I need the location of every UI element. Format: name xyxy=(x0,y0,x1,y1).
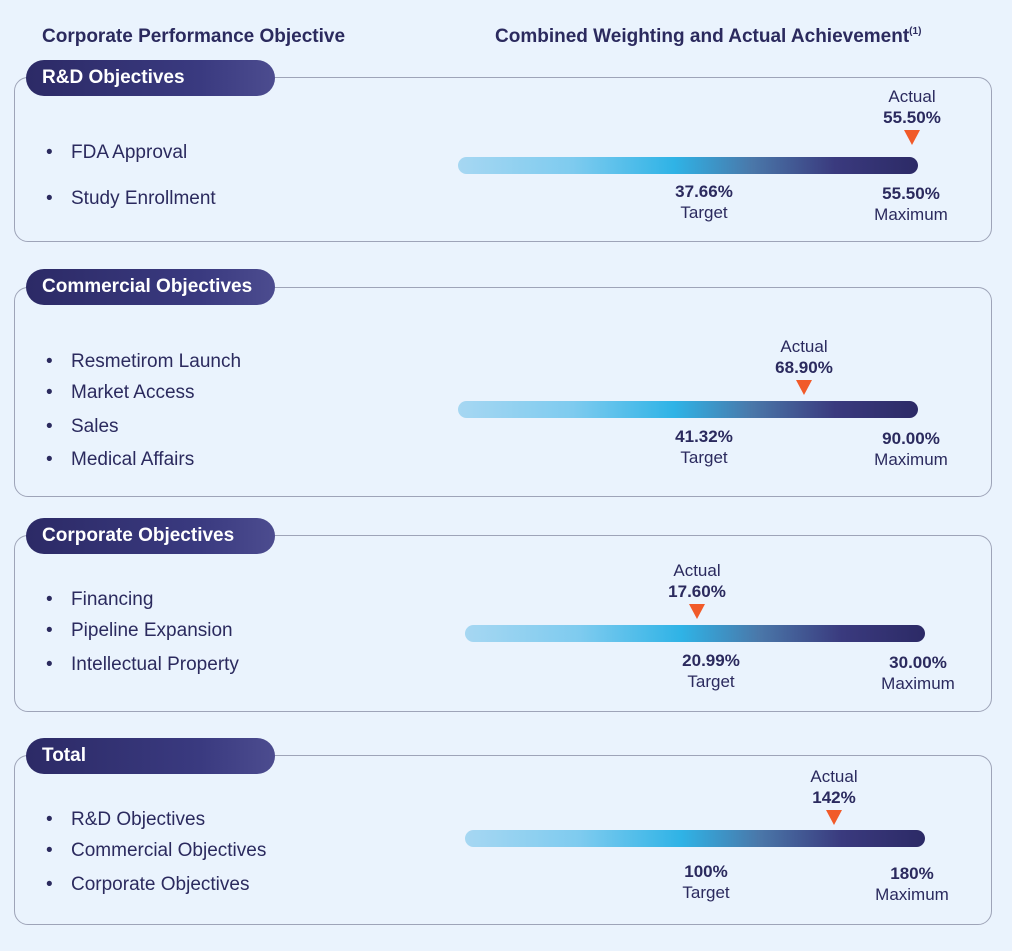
list-item-label: FDA Approval xyxy=(71,142,188,163)
maximum-label: 30.00% Maximum xyxy=(881,652,955,694)
bullet-icon: • xyxy=(46,416,53,437)
list-item: • Intellectual Property xyxy=(46,654,239,676)
actual-label: Actual 142% xyxy=(810,766,857,808)
list-item: • Commercial Objectives xyxy=(46,840,266,862)
target-caption: Target xyxy=(687,672,735,691)
target-value: 20.99% xyxy=(682,651,740,670)
list-item: • R&D Objectives xyxy=(46,809,205,831)
bullet-icon: • xyxy=(46,809,53,830)
list-item: • Corporate Objectives xyxy=(46,874,249,896)
list-item: • Resmetirom Launch xyxy=(46,351,241,373)
maximum-caption: Maximum xyxy=(881,674,955,693)
target-caption: Target xyxy=(680,203,728,222)
actual-marker-icon xyxy=(796,380,812,395)
section-title: Total xyxy=(26,738,275,774)
target-caption: Target xyxy=(680,448,728,467)
bullet-icon: • xyxy=(46,874,53,895)
bullet-icon: • xyxy=(46,840,53,861)
bullet-icon: • xyxy=(46,142,53,163)
maximum-value: 180% xyxy=(890,864,934,883)
list-item-label: Commercial Objectives xyxy=(71,840,267,861)
bullet-icon: • xyxy=(46,620,53,641)
list-item-label: R&D Objectives xyxy=(71,809,206,830)
right-column-header: Combined Weighting and Actual Achievemen… xyxy=(495,26,921,48)
right-column-header-text: Combined Weighting and Actual Achievemen… xyxy=(495,26,910,47)
target-label: 100% Target xyxy=(682,861,729,903)
list-item-label: Study Enrollment xyxy=(71,188,216,209)
achievement-bar xyxy=(458,157,918,174)
list-item: • Market Access xyxy=(46,382,195,404)
list-item-label: Sales xyxy=(71,416,119,437)
actual-value: 17.60% xyxy=(668,582,726,601)
actual-caption: Actual xyxy=(673,561,721,580)
list-item-label: Intellectual Property xyxy=(71,654,239,675)
maximum-label: 180% Maximum xyxy=(875,863,949,905)
list-item-label: Financing xyxy=(71,589,154,610)
target-caption: Target xyxy=(682,883,730,902)
target-label: 41.32% Target xyxy=(675,426,733,468)
list-item-label: Resmetirom Launch xyxy=(71,351,242,372)
list-item: • Financing xyxy=(46,589,153,611)
list-item-label: Market Access xyxy=(71,382,195,403)
achievement-bar xyxy=(465,830,925,847)
maximum-label: 55.50% Maximum xyxy=(874,183,948,225)
actual-value: 68.90% xyxy=(775,358,833,377)
actual-marker-icon xyxy=(904,130,920,145)
left-column-header: Corporate Performance Objective xyxy=(42,26,346,47)
list-item: • Pipeline Expansion xyxy=(46,620,233,642)
actual-label: Actual 68.90% xyxy=(775,336,833,378)
maximum-caption: Maximum xyxy=(874,450,948,469)
list-item: • Medical Affairs xyxy=(46,449,194,471)
actual-label: Actual 55.50% xyxy=(883,86,941,128)
bullet-icon: • xyxy=(46,449,53,470)
bullet-icon: • xyxy=(46,654,53,675)
section-panel xyxy=(14,535,992,712)
bullet-icon: • xyxy=(46,589,53,610)
actual-caption: Actual xyxy=(780,337,828,356)
achievement-bar xyxy=(458,401,918,418)
maximum-caption: Maximum xyxy=(874,205,948,224)
actual-marker-icon xyxy=(826,810,842,825)
bullet-icon: • xyxy=(46,351,53,372)
target-label: 37.66% Target xyxy=(675,181,733,223)
maximum-value: 55.50% xyxy=(882,184,940,203)
maximum-value: 90.00% xyxy=(882,429,940,448)
actual-caption: Actual xyxy=(888,87,936,106)
list-item: • Sales xyxy=(46,416,119,438)
actual-value: 142% xyxy=(812,788,856,807)
list-item: • Study Enrollment xyxy=(46,188,216,210)
maximum-label: 90.00% Maximum xyxy=(874,428,948,470)
maximum-value: 30.00% xyxy=(889,653,947,672)
actual-marker-icon xyxy=(689,604,705,619)
bullet-icon: • xyxy=(46,188,53,209)
list-item-label: Medical Affairs xyxy=(71,449,195,470)
section-panel xyxy=(14,287,992,497)
target-label: 20.99% Target xyxy=(682,650,740,692)
list-item-label: Pipeline Expansion xyxy=(71,620,233,641)
achievement-bar xyxy=(465,625,925,642)
actual-label: Actual 17.60% xyxy=(668,560,726,602)
actual-value: 55.50% xyxy=(883,108,941,127)
target-value: 100% xyxy=(684,862,728,881)
bullet-icon: • xyxy=(46,382,53,403)
actual-caption: Actual xyxy=(810,767,858,786)
target-value: 41.32% xyxy=(675,427,733,446)
maximum-caption: Maximum xyxy=(875,885,949,904)
list-item: • FDA Approval xyxy=(46,142,187,164)
section-title: R&D Objectives xyxy=(26,60,275,96)
list-item-label: Corporate Objectives xyxy=(71,874,250,895)
target-value: 37.66% xyxy=(675,182,733,201)
footnote-marker: (1) xyxy=(909,26,922,37)
section-title: Corporate Objectives xyxy=(26,518,275,554)
section-title: Commercial Objectives xyxy=(26,269,275,305)
